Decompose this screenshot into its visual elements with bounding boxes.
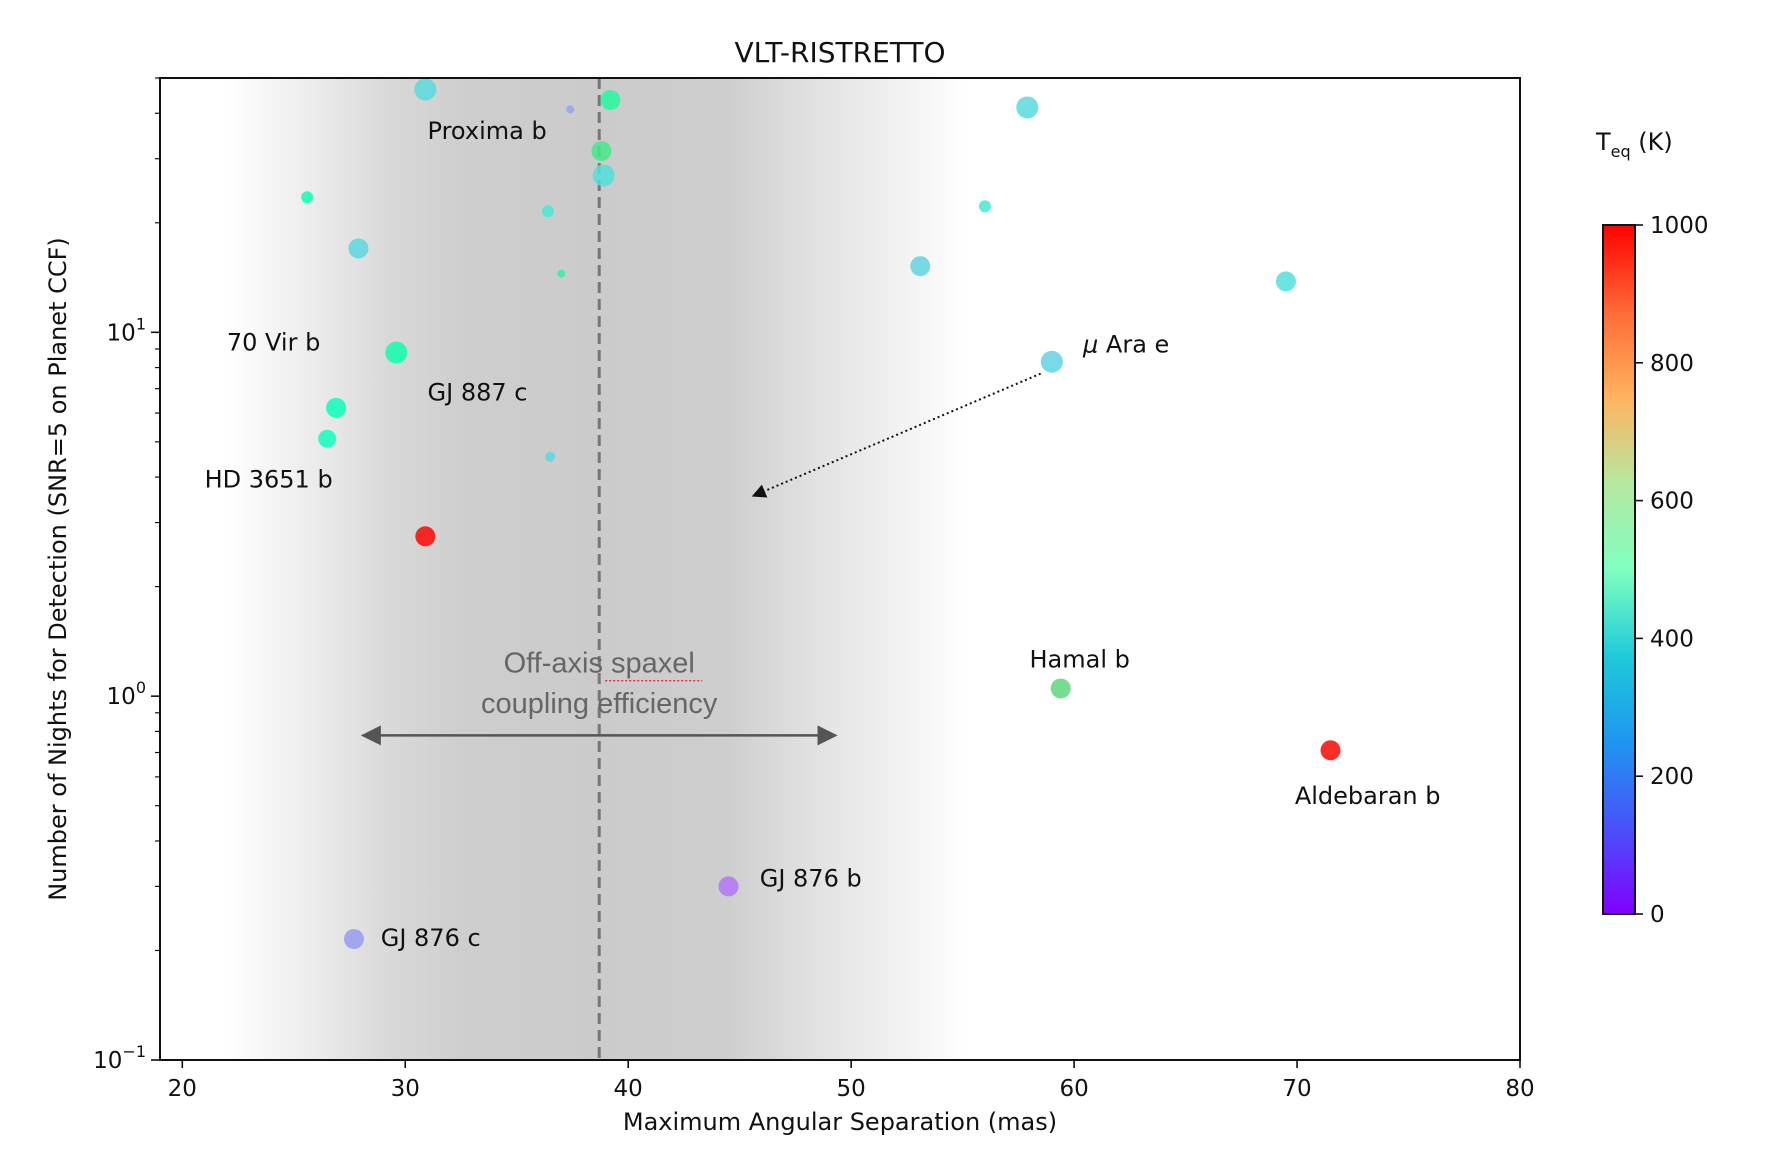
y-axis-label: Number of Nights for Detection (SNR=5 on… — [44, 237, 72, 901]
data-point — [348, 238, 369, 259]
y-tick-base: 10 — [107, 320, 136, 346]
colorbar-label-sub: eq — [1611, 142, 1631, 161]
x-tick-label: 30 — [391, 1076, 420, 1102]
data-point — [414, 78, 437, 101]
planet-label: Hamal b — [1030, 645, 1130, 673]
data-point — [415, 526, 436, 547]
data-point — [318, 429, 337, 448]
colorbar-label: Teq (K) — [1595, 128, 1673, 161]
data-point — [326, 397, 347, 418]
colorbar-ticks: 0 200 400 600 800 1000 — [1635, 213, 1709, 928]
y-tick-exponent: −1 — [122, 1042, 146, 1061]
planet-label: GJ 876 c — [381, 924, 481, 952]
colorbar-tick-label: 400 — [1650, 626, 1694, 652]
planet-label: GJ 887 c — [428, 378, 528, 406]
data-point — [1275, 271, 1296, 292]
shade-text-line2: coupling efficiency — [481, 688, 718, 720]
dotted-arrow — [751, 372, 1042, 498]
y-tick-exponent: 1 — [136, 314, 146, 333]
x-tick-label: 20 — [168, 1076, 197, 1102]
planet-label: GJ 876 b — [760, 864, 862, 892]
data-point — [545, 451, 556, 462]
data-point — [385, 341, 408, 364]
colorbar-tick-label: 600 — [1650, 489, 1694, 515]
colorbar-label-unit: (K) — [1631, 128, 1673, 156]
planet-labels: Proxima b 70 Vir b GJ 887 c HD 3651 b Hamal … — [205, 117, 1441, 952]
plot-frame — [159, 77, 1521, 1061]
x-tick-label: 80 — [1505, 1076, 1534, 1102]
colorbar-tick-label: 200 — [1650, 764, 1694, 790]
y-tick-label: 100 — [107, 678, 146, 710]
shade-text-line1: Off-axis spaxel — [504, 648, 695, 680]
y-tick-base: 10 — [93, 1048, 122, 1074]
data-point — [718, 876, 739, 897]
colorbar-tick-label: 1000 — [1650, 213, 1709, 239]
planet-label: 70 Vir b — [227, 329, 320, 357]
data-point — [910, 256, 931, 277]
y-tick-base: 10 — [107, 684, 136, 710]
planet-label: HD 3651 b — [205, 465, 333, 493]
x-tick-label: 40 — [614, 1076, 643, 1102]
colorbar-tick-label: 0 — [1650, 902, 1665, 928]
data-point — [301, 191, 314, 204]
data-point — [978, 200, 991, 213]
data-point — [343, 929, 364, 950]
scatter-points — [301, 78, 1341, 950]
data-point — [541, 205, 554, 218]
colorbar — [1602, 224, 1636, 915]
data-point — [557, 269, 566, 278]
chart-title: VLT-RISTRETTO — [734, 36, 945, 69]
x-tick-label: 70 — [1282, 1076, 1311, 1102]
data-point — [592, 164, 615, 187]
data-point — [566, 105, 575, 114]
planet-label-mu-ara-e: μ Ara e — [1082, 331, 1169, 359]
y-tick-label: 10−1 — [93, 1042, 146, 1074]
data-point — [1320, 740, 1341, 761]
planet-label: Aldebaran b — [1295, 782, 1441, 810]
x-tick-label: 60 — [1059, 1076, 1088, 1102]
data-point — [1016, 96, 1039, 119]
x-axis-label: Maximum Angular Separation (mas) — [623, 1108, 1057, 1136]
colorbar-label-main: T — [1595, 128, 1611, 156]
data-point — [1050, 678, 1071, 699]
mu-symbol: μ — [1082, 331, 1098, 359]
x-tick-label: 50 — [837, 1076, 866, 1102]
y-tick-label: 101 — [107, 314, 146, 346]
y-tick-exponent: 0 — [136, 678, 146, 697]
colorbar-tick-label: 800 — [1650, 351, 1694, 377]
data-point — [591, 141, 612, 162]
planet-label: Proxima b — [428, 117, 547, 145]
data-point — [600, 90, 621, 111]
data-point — [1040, 350, 1063, 373]
coupling-efficiency-shade — [160, 78, 1520, 1060]
mu-label-rest: Ara e — [1098, 331, 1169, 359]
